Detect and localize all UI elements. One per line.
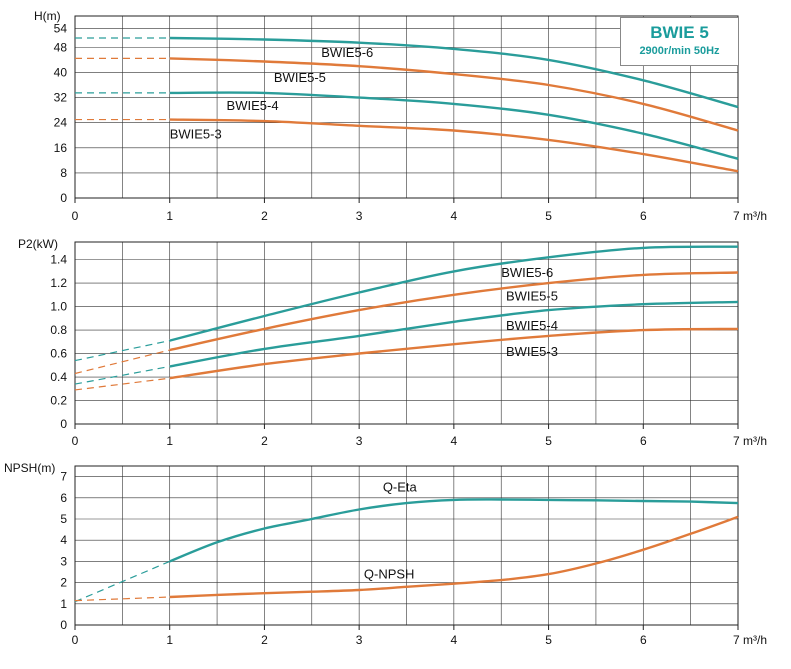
x-tick-label: 1 [166,434,173,448]
x-axis-unit-label: 7 m³/h [733,209,767,223]
series-label: Q-Eta [383,479,418,494]
y-tick-label: 4 [60,533,67,547]
plot-frame [74,465,739,626]
y-tick-label: 1 [60,597,67,611]
series-label: BWIE5-3 [170,126,222,141]
series-line [169,245,739,342]
x-tick-label: 5 [545,434,552,448]
series-line [169,327,739,380]
series-label: BWIE5-6 [501,265,553,280]
x-tick-label: 0 [72,633,79,647]
x-tick-label: 6 [640,209,647,223]
series-label: BWIE5-4 [506,318,558,333]
x-axis-unit-label: 7 m³/h [733,633,767,647]
x-tick-label: 1 [166,633,173,647]
y-tick-label: 1.2 [50,276,67,290]
x-tick-label: 3 [356,633,363,647]
plot-frame [74,241,739,425]
series-label: Q-NPSH [364,566,415,581]
x-tick-label: 5 [545,209,552,223]
series-line [169,271,739,352]
y-tick-label: 48 [54,40,68,54]
y-tick-label: 0 [60,618,67,632]
y-tick-label: 5 [60,512,67,526]
y-tick-label: 2 [60,576,67,590]
series-label: BWIE5-5 [274,70,326,85]
series-extension-dashed [74,349,170,375]
series-extension-dashed [74,365,170,385]
series-line [169,57,739,132]
title-badge: BWIE 5 2900r/min 50Hz [620,17,739,66]
series-extension-dashed [74,560,170,603]
y-tick-label: 54 [54,22,68,36]
x-tick-label: 6 [640,434,647,448]
y-tick-label: 0.6 [50,347,67,361]
y-tick-label: 32 [54,91,68,105]
x-tick-label: 4 [451,633,458,647]
badge-title: BWIE 5 [650,23,709,42]
series-line [169,515,739,599]
y-tick-label: 0.8 [50,323,67,337]
series-extension-dashed [74,377,170,391]
y-tick-label: 16 [54,141,68,155]
x-tick-label: 0 [72,209,79,223]
series-extension-dashed [74,340,170,362]
series-label: BWIE5-4 [227,98,279,113]
y-axis-label: P2(kW) [18,237,58,251]
y-tick-label: 24 [54,116,68,130]
series-line [169,498,739,563]
x-tick-label: 5 [545,633,552,647]
y-tick-label: 0 [60,191,67,205]
x-tick-label: 2 [261,633,268,647]
series-line [169,91,739,160]
x-tick-label: 2 [261,209,268,223]
x-tick-label: 1 [166,209,173,223]
y-tick-label: 8 [60,166,67,180]
x-tick-label: 0 [72,434,79,448]
series-line [169,300,739,368]
x-tick-label: 3 [356,209,363,223]
x-axis-unit-label: 7 m³/h [733,434,767,448]
y-tick-label: 0.4 [50,370,67,384]
x-tick-label: 2 [261,434,268,448]
series-label: BWIE5-3 [506,344,558,359]
series-line [169,118,739,173]
x-tick-label: 4 [451,209,458,223]
y-tick-label: 0 [60,417,67,431]
y-axis-label: NPSH(m) [4,461,55,475]
series-line [169,36,739,109]
x-tick-label: 6 [640,633,647,647]
y-tick-label: 7 [60,470,67,484]
series-label: BWIE5-6 [321,45,373,60]
y-tick-label: 40 [54,65,68,79]
x-tick-label: 3 [356,434,363,448]
x-tick-label: 4 [451,434,458,448]
y-tick-label: 6 [60,491,67,505]
badge-subtitle: 2900r/min 50Hz [639,45,720,57]
y-tick-label: 1.0 [50,300,67,314]
y-axis-label: H(m) [34,9,61,23]
y-tick-label: 1.4 [50,253,67,267]
series-label: BWIE5-5 [506,289,558,304]
series-extension-dashed [74,596,170,602]
y-tick-label: 3 [60,554,67,568]
y-tick-label: 0.2 [50,394,67,408]
